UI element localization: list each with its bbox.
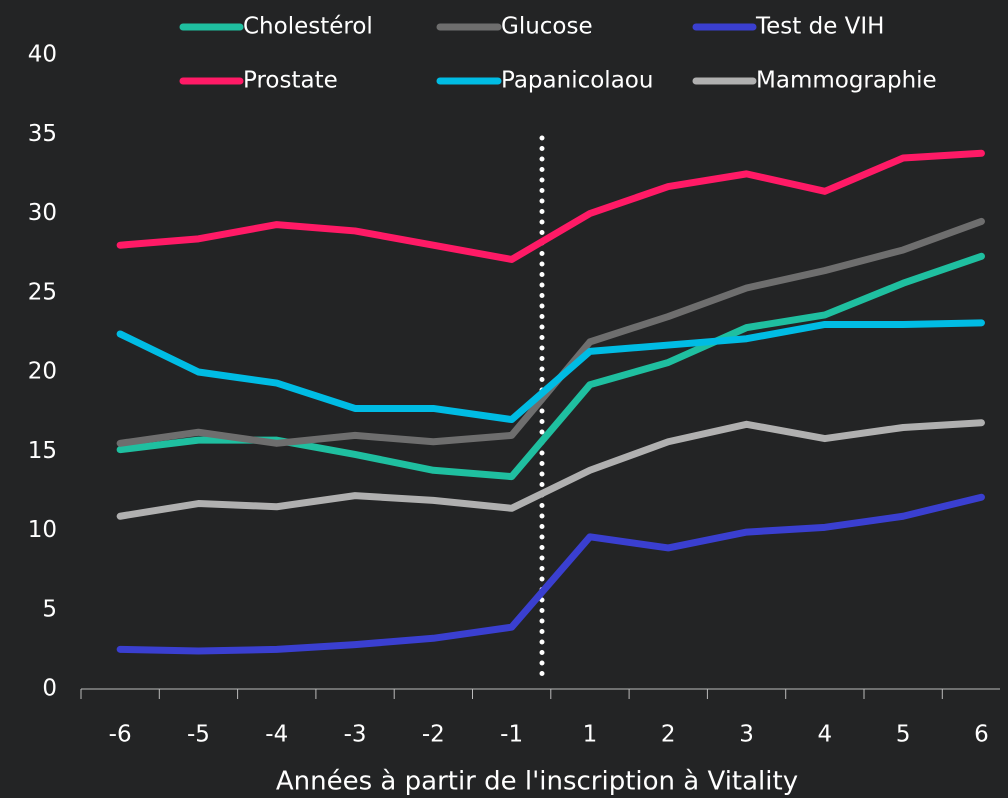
- x-tick-label: -4: [265, 722, 288, 748]
- y-tick-label: 10: [28, 517, 57, 543]
- y-tick-label: 20: [28, 359, 57, 385]
- y-tick-label: 35: [28, 121, 57, 147]
- legend-label: Papanicolaou: [501, 68, 653, 94]
- legend-label: Cholestérol: [243, 14, 373, 40]
- series-line: [116, 419, 985, 520]
- legend-label: Test de VIH: [755, 14, 884, 40]
- y-tick-label: 40: [28, 42, 57, 68]
- series-line: [116, 149, 985, 263]
- x-tick-label: 1: [583, 722, 598, 748]
- x-tick-label: -2: [422, 722, 445, 748]
- y-tick-label: 30: [28, 200, 57, 226]
- series-line: [116, 493, 985, 655]
- x-tick-label: 6: [974, 722, 989, 748]
- y-tick-label: 0: [42, 676, 57, 702]
- x-axis-title: Années à partir de l'inscription à Vital…: [276, 767, 798, 797]
- legend-label: Glucose: [501, 14, 593, 40]
- legend-label: Mammographie: [756, 68, 937, 94]
- x-tick-label: 2: [661, 722, 676, 748]
- x-tick-label: 5: [896, 722, 911, 748]
- x-tick-label: -3: [344, 722, 367, 748]
- legend-label: Prostate: [243, 68, 338, 94]
- y-tick-label: 15: [28, 438, 57, 464]
- x-tick-label: -5: [187, 722, 210, 748]
- x-tick-label: 3: [739, 722, 754, 748]
- series-line: [116, 252, 985, 481]
- x-tick-label: 4: [818, 722, 833, 748]
- series-line: [116, 319, 985, 424]
- y-tick-label: 25: [28, 279, 57, 305]
- series-line: [116, 217, 985, 447]
- x-tick-label: -6: [109, 722, 132, 748]
- x-tick-label: -1: [500, 722, 523, 748]
- y-tick-label: 5: [42, 596, 57, 622]
